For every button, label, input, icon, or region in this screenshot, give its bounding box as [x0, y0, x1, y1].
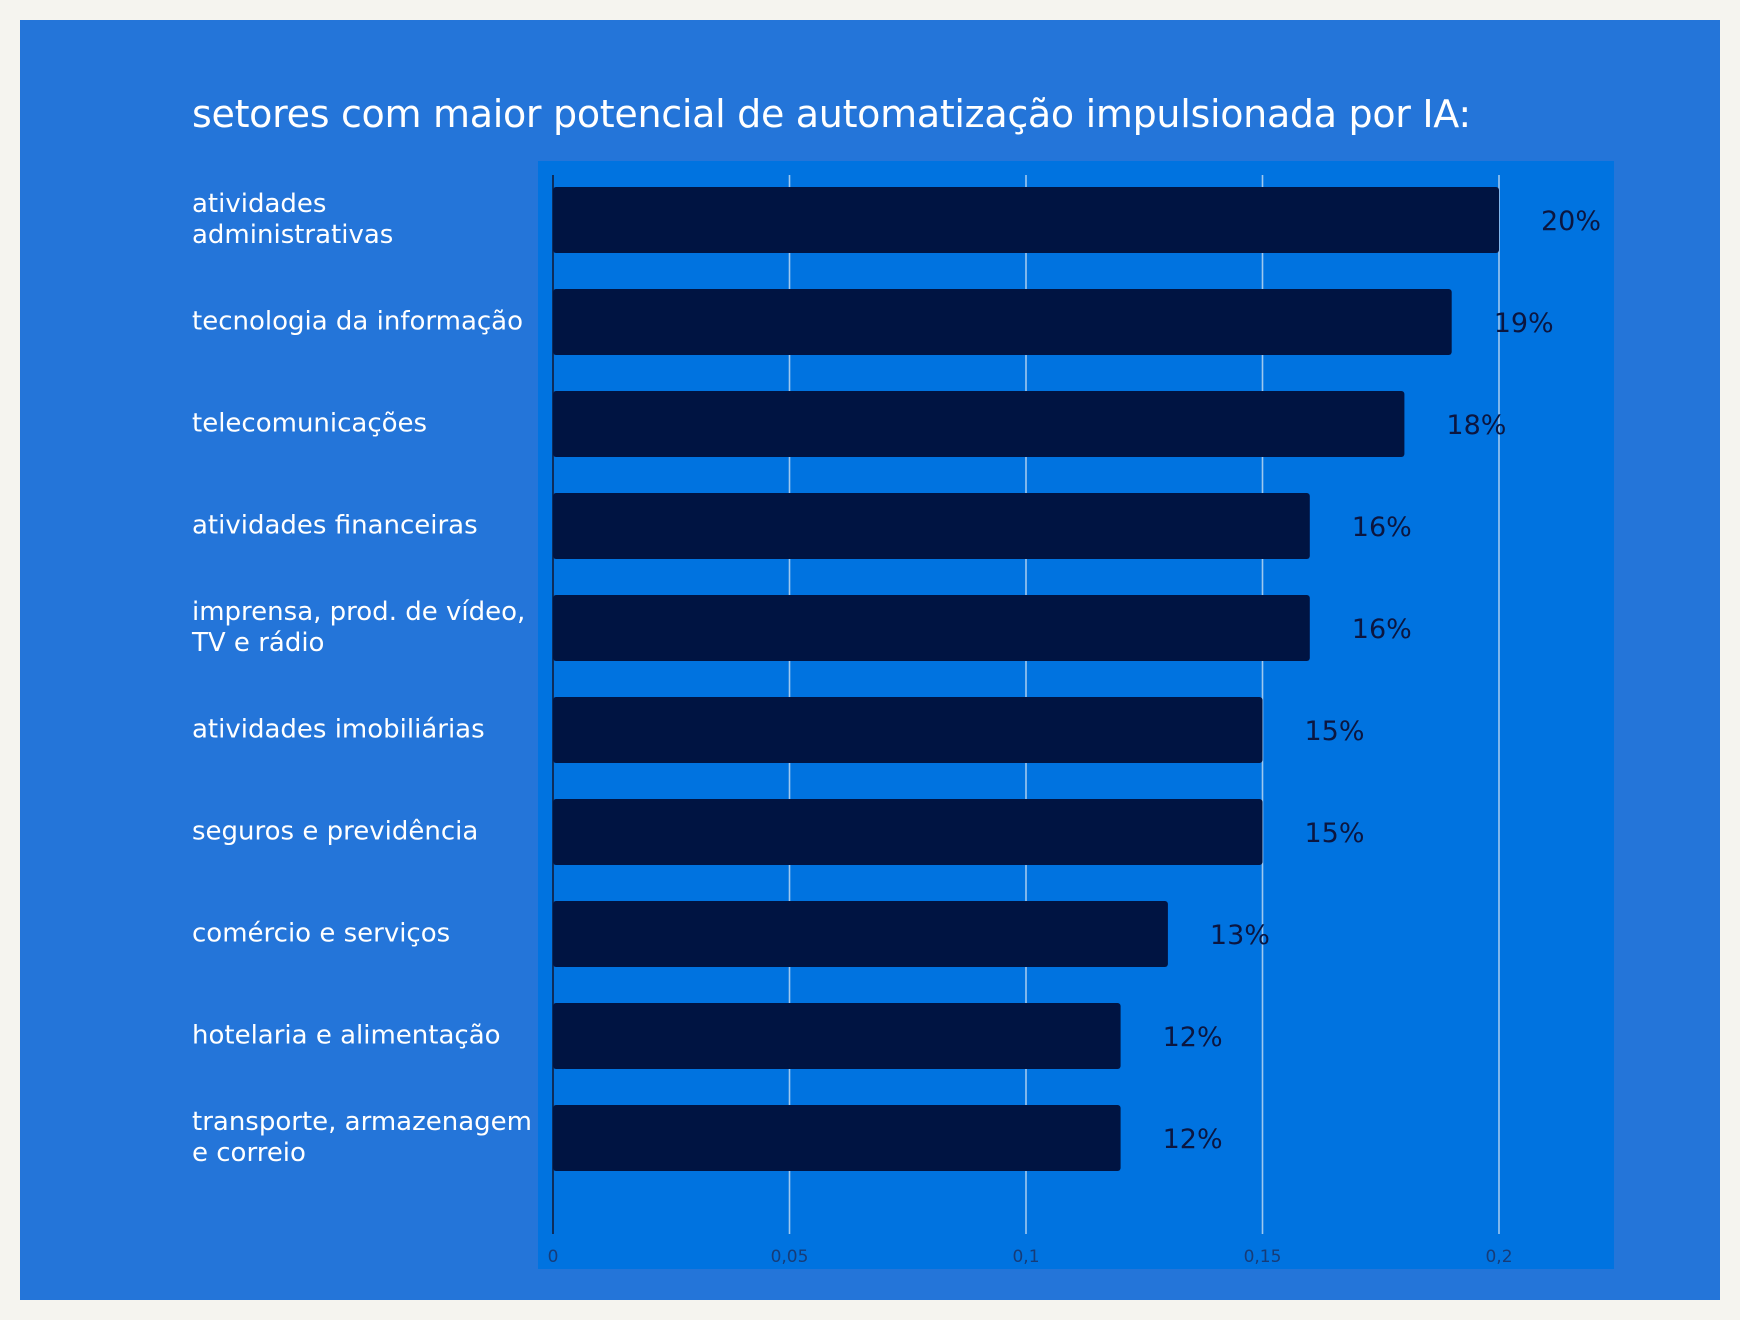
- data-label: 15%: [1305, 716, 1365, 747]
- x-tick-label: 0,1: [1012, 1247, 1039, 1267]
- data-label: 19%: [1494, 308, 1554, 339]
- category-label: hotelaria e alimentação: [192, 1020, 501, 1051]
- data-label: 15%: [1305, 818, 1365, 849]
- category-label: transporte, armazenagem e correio: [192, 1107, 532, 1168]
- data-label: 13%: [1210, 920, 1270, 951]
- x-tick-label: 0: [548, 1247, 559, 1267]
- category-label: atividades administrativas: [192, 189, 394, 250]
- data-label: 18%: [1446, 410, 1506, 441]
- bar: [553, 799, 1263, 865]
- category-label: imprensa, prod. de vídeo, TV e rádio: [192, 597, 526, 658]
- bar: [553, 187, 1499, 253]
- bar: [553, 493, 1310, 559]
- chart-card: setores com maior potencial de automatiz…: [20, 20, 1720, 1300]
- plot-area: 0 0,05 0,1 0,15 0,2 20% 19% 18% 16% 16% 15% 15% 13% 1…: [538, 161, 1614, 1269]
- chart-title: setores com maior potencial de automatiz…: [192, 92, 1471, 136]
- data-label: 16%: [1352, 614, 1412, 645]
- bar: [553, 697, 1263, 763]
- bar-chart: 0 0,05 0,1 0,15 0,2 20% 19% 18% 16% 16% 15% 15% 13% 1…: [548, 175, 1601, 1267]
- bar: [553, 595, 1310, 661]
- category-label: seguros e previdência: [192, 816, 479, 847]
- data-label: 16%: [1352, 512, 1412, 543]
- data-label: 12%: [1163, 1124, 1223, 1155]
- bar: [553, 901, 1168, 967]
- category-label: comércio e serviços: [192, 918, 451, 949]
- category-label: tecnologia da informação: [192, 306, 524, 337]
- data-label: 12%: [1163, 1022, 1223, 1053]
- bar: [553, 391, 1405, 457]
- data-label: 20%: [1541, 206, 1601, 237]
- x-tick-label: 0,05: [771, 1247, 809, 1267]
- bar: [553, 1003, 1121, 1069]
- category-label: telecomunicações: [192, 408, 428, 439]
- x-tick-label: 0,15: [1244, 1247, 1282, 1267]
- bar: [553, 1105, 1121, 1171]
- bar: [553, 289, 1452, 355]
- category-label: atividades imobiliárias: [192, 714, 485, 745]
- category-label: atividades financeiras: [192, 510, 478, 541]
- x-tick-label: 0,2: [1485, 1247, 1512, 1267]
